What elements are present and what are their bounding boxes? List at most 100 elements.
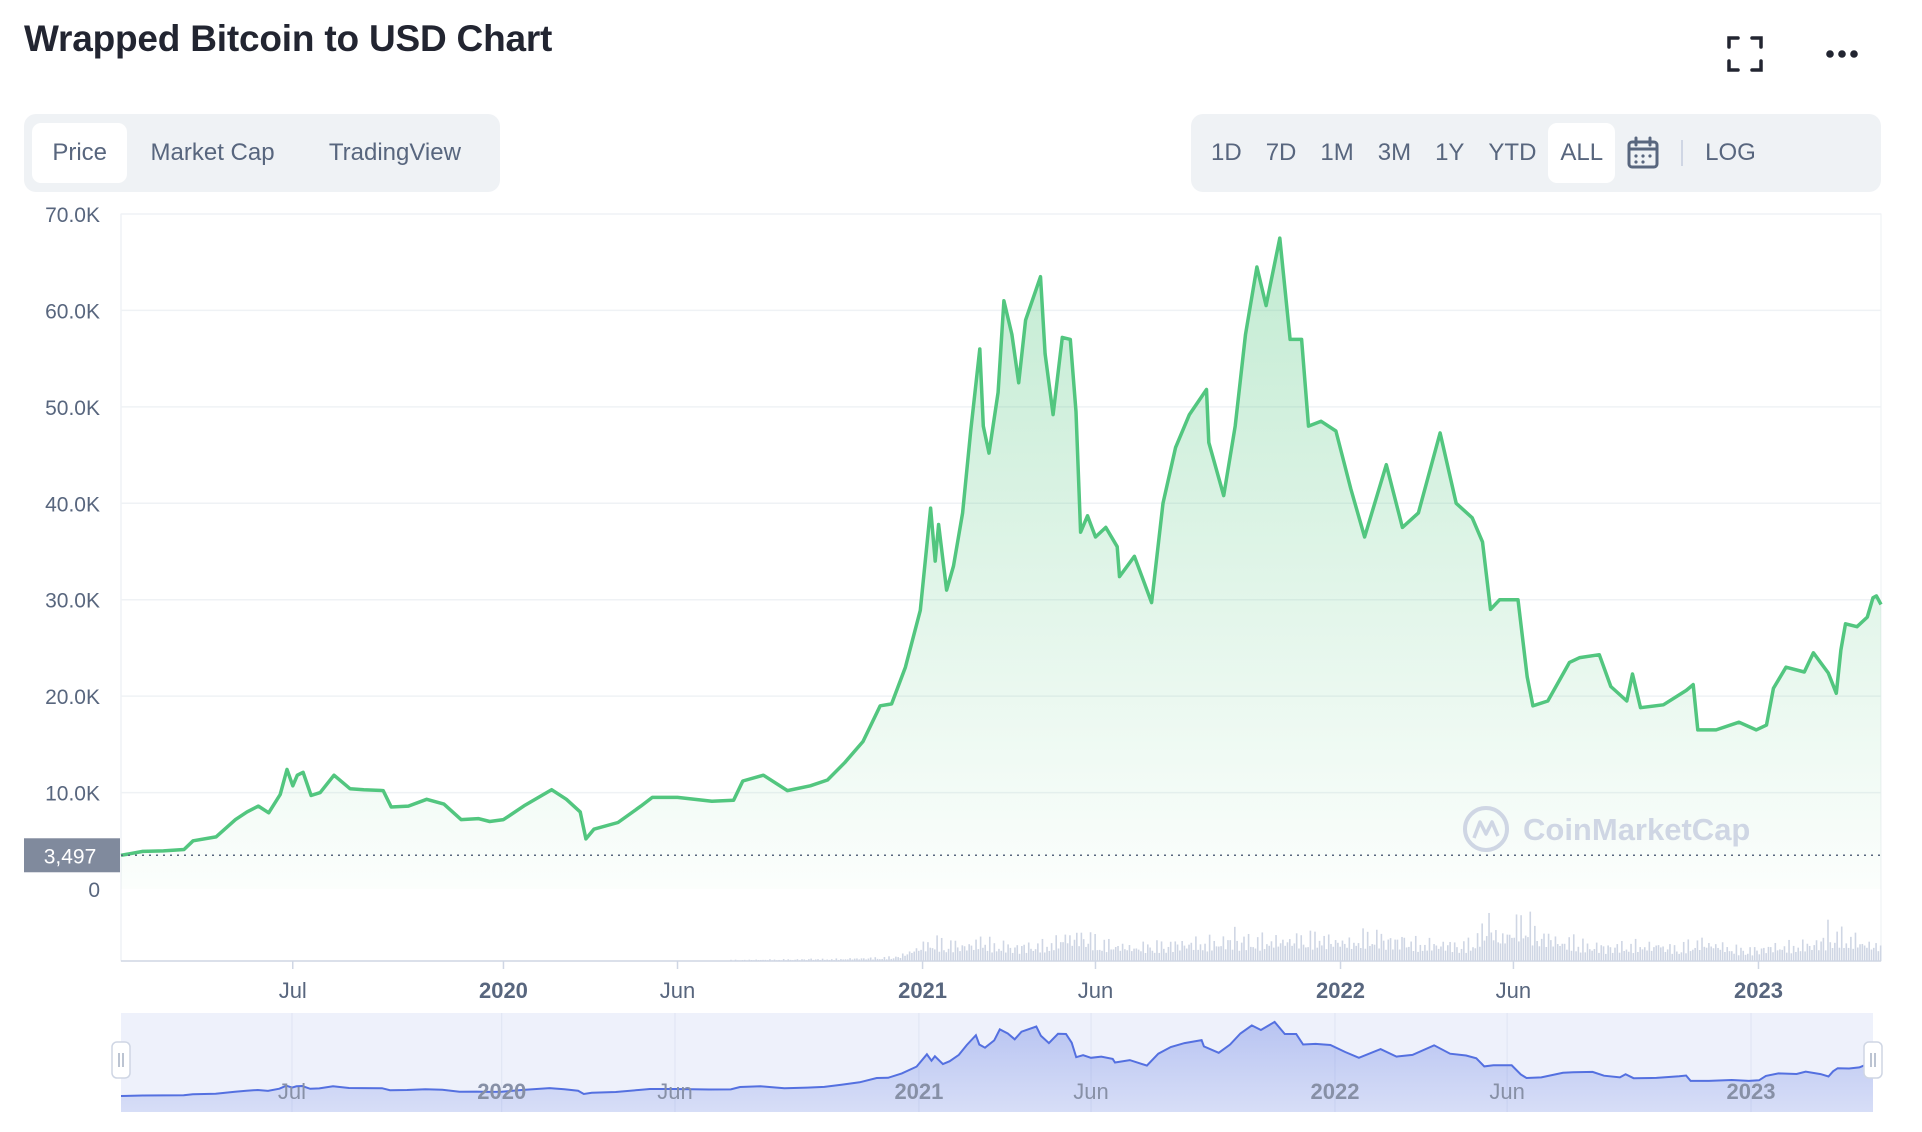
range-1y[interactable]: 1Y (1435, 139, 1465, 166)
range-ytd[interactable]: YTD (1488, 139, 1537, 166)
volume-bar (1055, 935, 1057, 961)
volume-bar (1098, 949, 1101, 961)
tab-market-cap[interactable]: Market Cap (150, 139, 275, 166)
navigator-handle-left[interactable] (111, 1041, 131, 1079)
volume-bar (1737, 955, 1740, 961)
volume-bar (924, 951, 927, 961)
price-line (120, 236, 1883, 858)
volume-bar (1680, 952, 1683, 961)
navigator-handle-right[interactable] (1863, 1041, 1883, 1079)
volume-bar (1831, 948, 1834, 961)
volume-bar (874, 957, 877, 961)
volume-bar (1625, 949, 1628, 961)
volume-bar (1637, 952, 1639, 961)
volume-bar (982, 947, 984, 961)
volume-bar (1758, 954, 1761, 961)
calendar-icon[interactable] (1615, 123, 1671, 183)
volume-bar (1689, 951, 1692, 961)
volume-bar (1838, 947, 1841, 961)
volume-bar (1863, 945, 1866, 961)
volume-bar (1795, 951, 1797, 961)
volume-bar (1339, 946, 1341, 961)
volume-bar (1616, 944, 1619, 961)
volume-bar (1181, 940, 1183, 961)
volume-bar (1834, 942, 1836, 961)
range-1m[interactable]: 1M (1320, 139, 1354, 166)
volume-bar (1048, 950, 1051, 961)
volume-bar (940, 937, 943, 961)
y-tick-label: 50.0K (45, 397, 100, 420)
volume-bar (1451, 952, 1454, 961)
volume-bar (1485, 936, 1488, 961)
volume-bar (1325, 949, 1328, 961)
volume-bar (1348, 937, 1351, 961)
volume-bar (934, 949, 936, 961)
volume-bar (1398, 949, 1401, 961)
volume-bar (1108, 938, 1110, 961)
volume-bar (1073, 939, 1076, 961)
volume-bar (956, 947, 959, 961)
volume-bar (1696, 940, 1699, 961)
volume-bar (915, 948, 918, 961)
y-tick-label: 70.0K (45, 204, 100, 227)
range-all[interactable]: ALL (1548, 123, 1616, 183)
volume-bar (1767, 946, 1770, 961)
expand-icon[interactable] (1725, 34, 1765, 74)
volume-bar (1618, 952, 1621, 961)
volume-bar (1179, 950, 1181, 961)
volume-bar (1293, 943, 1296, 961)
y-tick-label: 30.0K (45, 590, 100, 613)
volume-bar (977, 949, 980, 961)
volume-bar (1852, 948, 1854, 961)
volume-bar (1272, 947, 1275, 961)
volume-bar (810, 958, 812, 961)
tab-tradingview[interactable]: TradingView (328, 139, 461, 166)
volume-bar (1621, 940, 1623, 961)
volume-bar (1763, 947, 1765, 961)
volume-bar (885, 959, 888, 961)
y-tick-label: 60.0K (45, 300, 100, 323)
volume-bar (1227, 940, 1229, 961)
volume-bar (1373, 944, 1376, 961)
volume-bar (1128, 945, 1131, 961)
volume-bar (1298, 948, 1300, 961)
volume-bar (865, 959, 867, 961)
range-3m[interactable]: 3M (1377, 139, 1412, 166)
volume-bar (995, 951, 998, 961)
volume-bar (1609, 947, 1612, 961)
range-1d[interactable]: 1D (1211, 139, 1242, 166)
volume-bar (1449, 941, 1451, 961)
volume-bar (1744, 954, 1747, 961)
volume-bar (1213, 940, 1216, 961)
range-7d[interactable]: 7D (1265, 139, 1297, 166)
volume-bar (1639, 947, 1641, 961)
volume-bar (881, 959, 883, 961)
volume-bar (1080, 932, 1083, 961)
volume-bar (1199, 944, 1202, 961)
volume-bar (1410, 941, 1412, 961)
volume-bar (1405, 947, 1408, 961)
volume-bar (1126, 950, 1128, 961)
tab-price[interactable]: Price (32, 123, 128, 183)
volume-bar (1332, 946, 1335, 961)
volume-bar (1376, 929, 1378, 961)
volume-bar (1872, 947, 1875, 961)
volume-bar (1566, 949, 1568, 961)
volume-bar (1710, 946, 1712, 961)
volume-bar (1050, 943, 1053, 961)
volume-bar (1614, 947, 1616, 961)
volume-bar (1719, 949, 1722, 961)
volume-bar (1673, 945, 1676, 961)
volume-bar (1437, 948, 1440, 961)
volume-bar (1808, 945, 1811, 961)
volume-bar (1211, 950, 1213, 961)
more-icon[interactable] (1822, 34, 1862, 74)
volume-bar (1456, 947, 1458, 961)
volume-bar (1630, 943, 1632, 961)
volume-bar (1643, 947, 1646, 961)
volume-bar (961, 945, 964, 961)
volume-bar (1634, 938, 1637, 961)
volume-bar (1788, 939, 1790, 961)
log-toggle[interactable]: LOG (1705, 139, 1756, 166)
volume-bar (1875, 943, 1877, 961)
